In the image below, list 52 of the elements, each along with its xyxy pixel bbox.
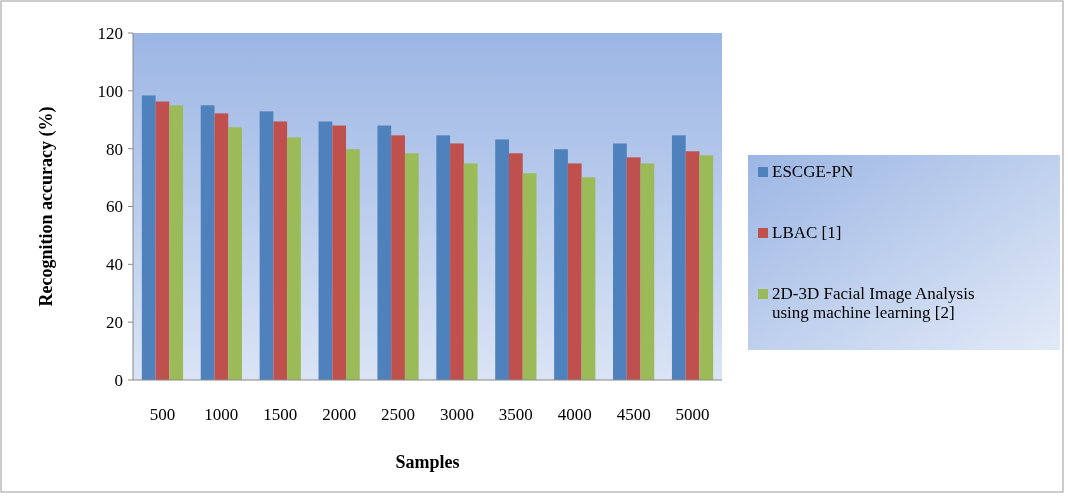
bar — [228, 127, 242, 380]
bar — [581, 177, 596, 380]
bar — [273, 121, 288, 380]
bar — [554, 149, 568, 380]
bar — [318, 121, 333, 380]
y-tick-label: 0 — [114, 370, 123, 390]
bar — [685, 151, 700, 380]
bar — [346, 149, 360, 380]
bar — [463, 163, 478, 380]
bar — [699, 155, 714, 380]
x-tick-label: 3500 — [498, 405, 533, 424]
y-tick-label: 20 — [106, 313, 123, 333]
legend-label: LBAC [1] — [772, 223, 842, 242]
bar — [522, 173, 537, 380]
x-tick-label: 500 — [149, 405, 176, 424]
bar — [404, 153, 419, 380]
y-tick-label: 80 — [106, 139, 123, 159]
x-tick-label: 4500 — [616, 405, 651, 424]
bar — [508, 153, 523, 380]
legend-label: 2D-3D Facial Image Analysis using machine learning [2] — [772, 284, 975, 322]
bar — [567, 163, 582, 380]
bar — [626, 157, 641, 380]
bar — [214, 113, 229, 380]
legend-label: ESCGE-PN — [772, 162, 854, 181]
x-axis-title: Samples — [395, 452, 460, 472]
y-tick-label: 60 — [106, 197, 123, 217]
bar — [141, 95, 156, 380]
x-tick-label: 2500 — [381, 405, 416, 424]
bar — [155, 101, 170, 380]
bar — [377, 125, 392, 380]
bar — [332, 125, 347, 380]
y-axis-title: Recognition accuracy (%) — [36, 106, 57, 307]
bar — [259, 111, 274, 380]
x-tick-label: 4000 — [557, 405, 592, 424]
x-tick-label: 5000 — [675, 405, 710, 424]
y-tick-label: 100 — [97, 81, 123, 101]
x-tick-label: 1500 — [263, 405, 298, 424]
bar — [671, 135, 686, 380]
bar — [287, 137, 301, 380]
bar — [391, 135, 405, 380]
bar — [640, 163, 655, 380]
y-tick-label: 120 — [97, 23, 123, 43]
bar — [495, 139, 509, 380]
x-tick-label: 3000 — [439, 405, 474, 424]
bar — [613, 143, 627, 380]
bar — [450, 143, 464, 380]
y-tick-label: 40 — [106, 255, 123, 275]
bar — [169, 105, 184, 380]
bar — [200, 105, 215, 380]
x-tick-label: 1000 — [204, 405, 239, 424]
x-tick-label: 2000 — [322, 405, 357, 424]
bar — [436, 135, 451, 380]
